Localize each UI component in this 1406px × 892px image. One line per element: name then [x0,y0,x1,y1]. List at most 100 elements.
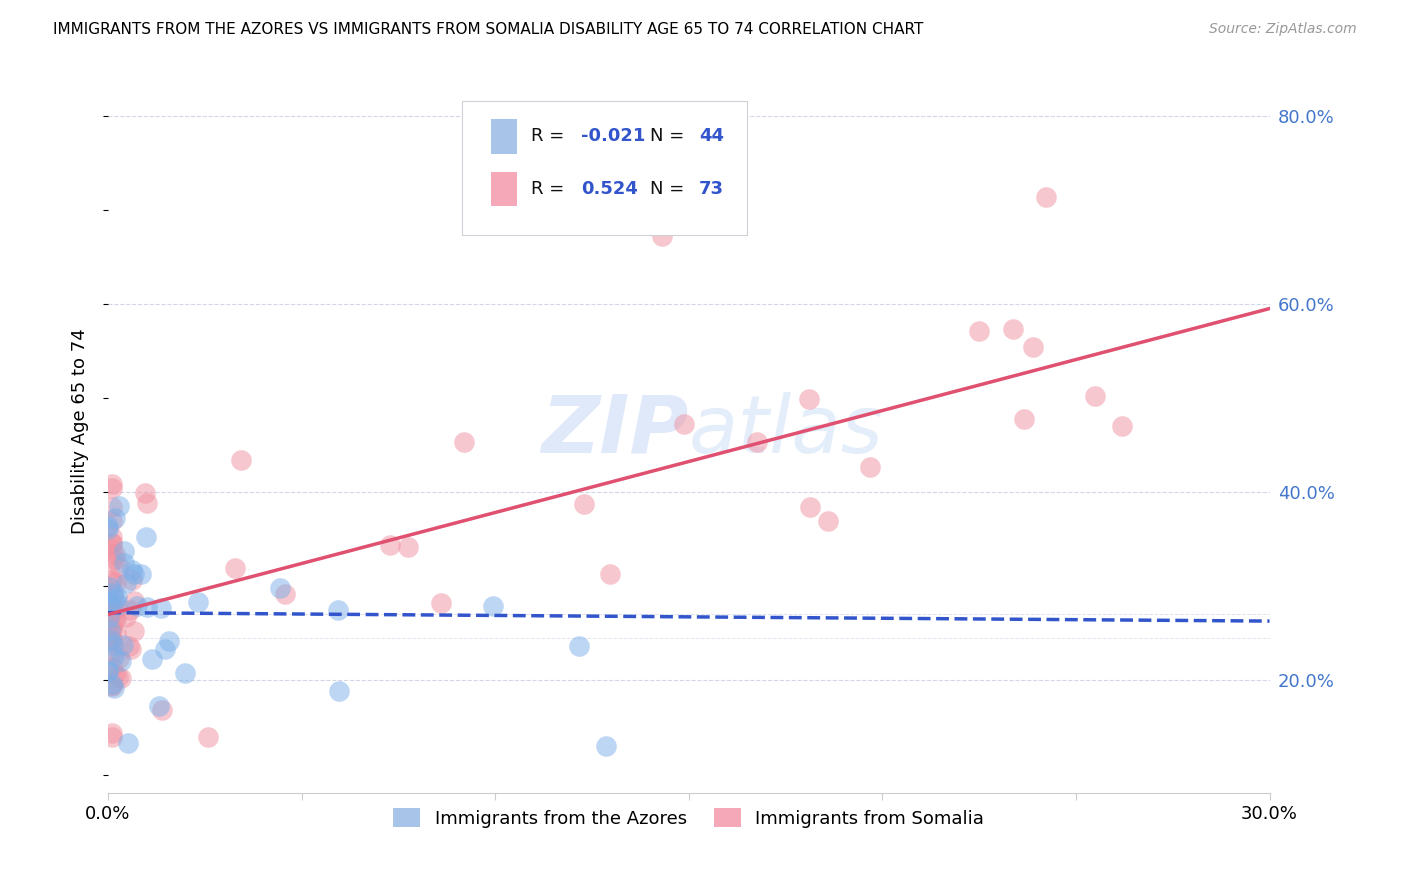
Point [101,500,124,514]
Point [104,611,127,625]
Point [97,519,120,533]
Point [101,599,124,613]
Point [103,649,125,664]
Point [197,730,219,744]
Point [104,574,127,589]
Point [859,460,882,475]
Point [101,632,124,647]
Point [269,581,291,595]
Point [104,552,127,566]
Point [1084,389,1107,403]
Point [97,522,120,536]
Point [817,514,839,528]
Point [599,567,621,582]
Point [135,530,157,544]
Point [135,599,157,614]
Point [1035,190,1057,204]
Point [159,634,181,648]
Point [101,638,124,652]
Point [107,670,129,684]
Point [1001,322,1024,336]
Point [155,641,177,656]
Point [134,486,156,500]
Point [104,601,127,615]
Point [101,536,124,550]
Point [101,573,124,587]
Point [224,561,246,575]
Point [103,681,125,695]
Point [101,555,124,569]
Point [101,730,124,744]
Text: ZIP: ZIP [541,392,689,470]
Point [108,651,131,665]
Point [274,586,297,600]
Point [101,677,124,691]
Point [430,596,453,610]
Point [149,601,172,615]
Y-axis label: Disability Age 65 to 74: Disability Age 65 to 74 [72,328,89,533]
Point [150,703,173,717]
Point [120,602,142,616]
Point [101,585,124,599]
Point [108,499,131,513]
Point [105,590,128,604]
Point [101,589,124,603]
Point [100,624,122,638]
Point [97,664,120,678]
Point [101,679,124,693]
Point [101,603,124,617]
Point [118,640,141,654]
Point [572,498,595,512]
Point [112,556,135,570]
Point [453,435,475,450]
Point [101,530,124,544]
Point [1012,412,1035,426]
Point [101,481,124,495]
Point [124,566,146,581]
Point [967,324,990,338]
Point [122,624,145,639]
Legend: Immigrants from the Azores, Immigrants from Somalia: Immigrants from the Azores, Immigrants f… [387,801,991,835]
Point [101,542,124,557]
Point [98,580,121,594]
Point [122,594,145,608]
Point [1022,340,1045,354]
Point [745,434,768,449]
Point [173,665,195,680]
Point [105,614,128,628]
Point [326,603,349,617]
Point [120,641,142,656]
Point [328,684,350,698]
Point [104,511,127,525]
Point [111,638,134,652]
Point [101,514,124,528]
Point [101,678,124,692]
Point [121,573,143,587]
Point [396,540,419,554]
FancyBboxPatch shape [491,119,517,153]
Point [101,535,124,549]
Text: Source: ZipAtlas.com: Source: ZipAtlas.com [1209,22,1357,37]
Point [127,599,149,613]
Point [101,622,124,636]
Text: -0.021: -0.021 [581,128,645,145]
Text: 44: 44 [699,128,724,145]
Point [117,736,139,750]
Point [101,599,124,614]
Point [101,726,124,740]
Point [378,538,401,552]
Point [98,611,121,625]
Point [101,635,124,649]
Point [104,667,127,681]
Point [115,576,138,591]
Point [1111,419,1133,434]
Point [101,575,124,590]
Text: N =: N = [651,180,690,198]
Point [568,639,591,653]
Point [481,599,503,613]
Point [107,560,129,574]
Point [672,417,695,431]
Text: IMMIGRANTS FROM THE AZORES VS IMMIGRANTS FROM SOMALIA DISABILITY AGE 65 TO 74 CO: IMMIGRANTS FROM THE AZORES VS IMMIGRANTS… [53,22,924,37]
Point [229,453,252,467]
Point [110,655,132,669]
